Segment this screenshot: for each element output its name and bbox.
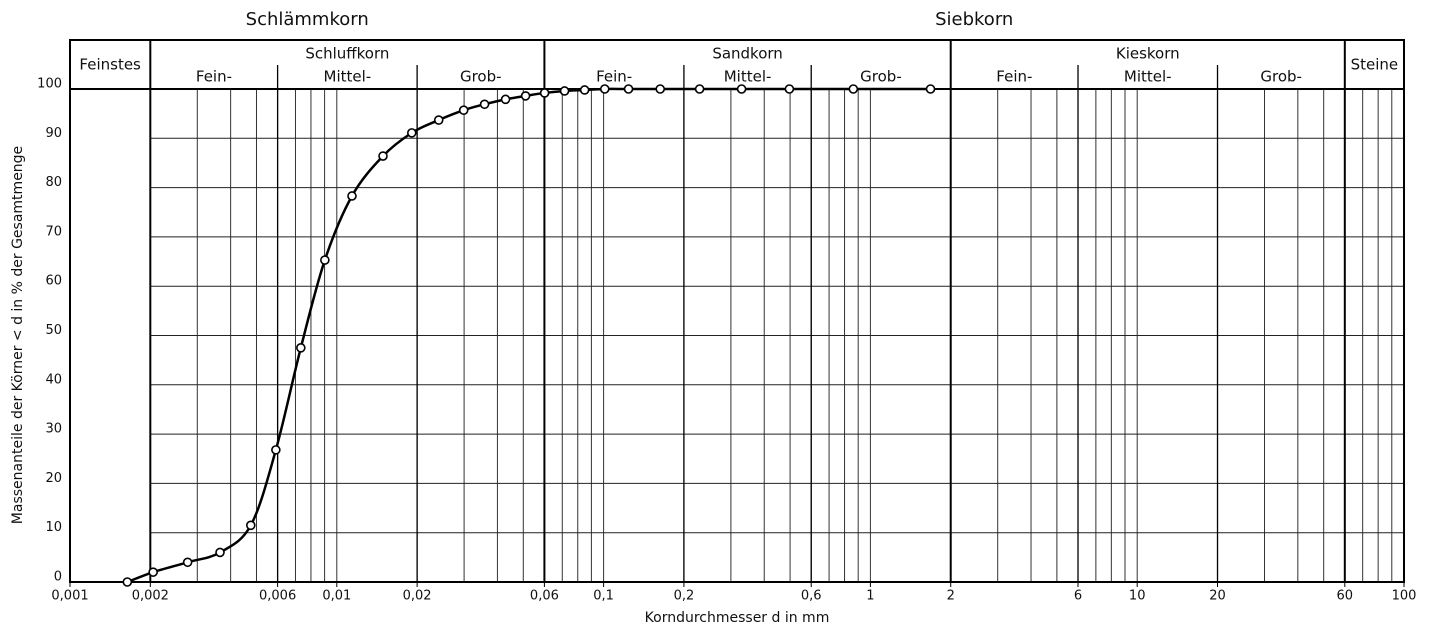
group-label: Schlämmkorn [246, 9, 369, 30]
sub-fraction-label: Fein- [196, 68, 232, 86]
x-tick-label: 0,2 [674, 589, 695, 604]
data-point [296, 343, 306, 353]
sub-fraction-label: Fein- [996, 68, 1032, 86]
y-tick-label: 80 [45, 175, 62, 190]
data-point [655, 84, 666, 94]
y-axis-label: Massenanteile der Körner < d in % der Ge… [10, 146, 26, 524]
x-tick-label: 0,6 [801, 589, 822, 604]
y-tick-label: 100 [37, 77, 62, 92]
y-tick-label: 30 [45, 422, 62, 437]
fraction-label: Kieskorn [1116, 45, 1180, 63]
x-tick-label: 0,01 [322, 589, 351, 604]
x-tick-label: 6 [1074, 589, 1082, 604]
data-point [215, 547, 225, 558]
data-point [479, 99, 490, 110]
data-point [520, 91, 531, 101]
x-tick-label: 0,002 [132, 589, 169, 604]
y-tick-label: 90 [45, 126, 62, 141]
fraction-label: Sandkorn [712, 45, 782, 63]
x-axis-label: Korndurchmesser d in mm [645, 610, 830, 626]
data-point [925, 84, 936, 94]
data-point [458, 105, 469, 115]
x-tick-label: 100 [1392, 589, 1417, 604]
data-point [784, 84, 795, 94]
x-tick-label: 0,06 [530, 589, 559, 604]
sub-fraction-label: Grob- [460, 68, 502, 86]
x-tick-label: 0,006 [259, 589, 296, 604]
sub-fraction-label: Grob- [1260, 68, 1302, 86]
data-point [848, 84, 859, 94]
sub-fraction-label: Fein- [596, 68, 632, 86]
data-point [736, 84, 747, 94]
data-point [347, 191, 357, 201]
data-point [378, 151, 388, 161]
x-tick-label: 60 [1337, 589, 1354, 604]
fraction-label: Feinstes [79, 56, 141, 74]
fraction-label: Schluffkorn [305, 45, 389, 63]
y-tick-label: 60 [45, 274, 62, 289]
sub-fraction-label: Mittel- [1124, 68, 1172, 86]
data-point [406, 128, 417, 138]
curve [126, 87, 931, 584]
y-tick-label: 40 [45, 372, 62, 387]
data-point [245, 520, 256, 531]
sub-fraction-label: Grob- [860, 68, 902, 86]
data-point [559, 86, 570, 96]
data-point [599, 84, 610, 94]
x-tick-label: 0,1 [593, 589, 614, 604]
sub-fraction-label: Mittel- [324, 68, 372, 86]
data-point [182, 557, 193, 568]
x-tick-label: 0,001 [51, 589, 88, 604]
plot-frame [69, 39, 1405, 583]
data-point [320, 255, 330, 265]
data-point [122, 577, 133, 587]
data-point [148, 567, 158, 577]
x-tick-label: 2 [947, 589, 955, 604]
group-label: Siebkorn [935, 9, 1013, 30]
x-tick-label: 0,02 [403, 589, 432, 604]
sub-fraction-label: Mittel- [724, 68, 772, 86]
y-tick-label: 20 [45, 471, 62, 486]
data-point [579, 85, 590, 95]
data-point [500, 94, 511, 105]
data-point [271, 445, 281, 455]
x-tick-label: 1 [866, 589, 874, 604]
data-point [694, 84, 705, 94]
y-tick-label: 10 [45, 520, 62, 535]
y-tick-label: 70 [45, 224, 62, 239]
y-tick-label: 50 [45, 323, 62, 338]
fraction-label: Steine [1351, 56, 1399, 74]
y-tick-label: 0 [54, 570, 62, 585]
x-tick-label: 10 [1129, 589, 1146, 604]
data-point [623, 84, 634, 94]
data-point [433, 115, 444, 125]
data-point [539, 88, 550, 98]
x-tick-label: 20 [1209, 589, 1226, 604]
